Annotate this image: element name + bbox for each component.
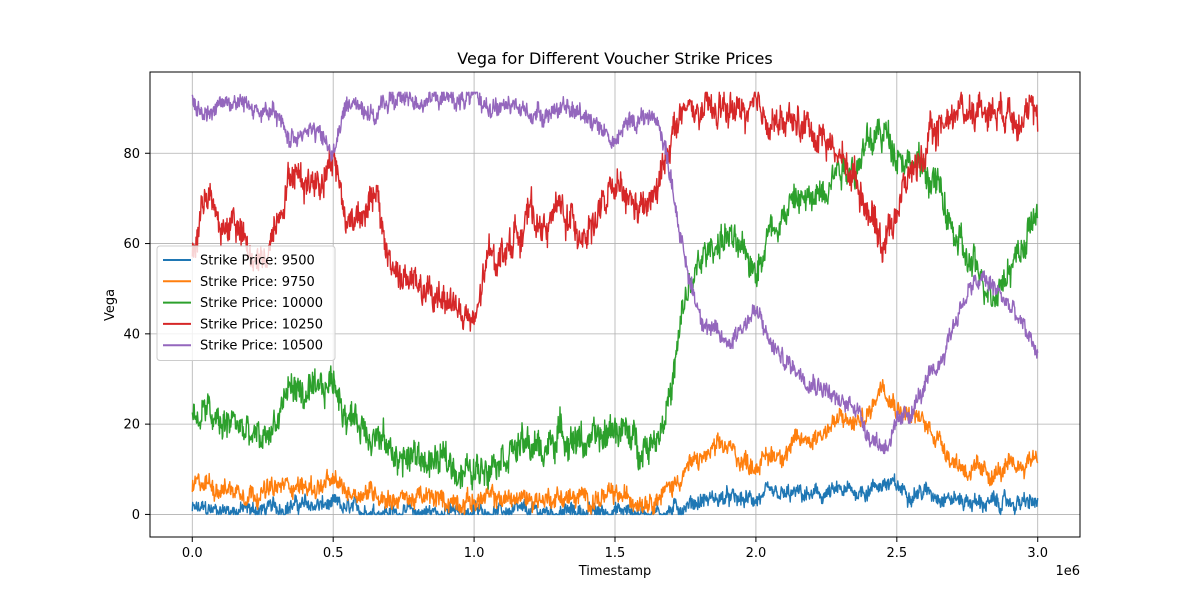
legend-entry-label: Strike Price: 9750: [200, 275, 315, 290]
y-tick-label: 80: [123, 147, 140, 162]
y-axis: 0 20 40 60 80: [123, 147, 150, 523]
y-tick-label: 0: [132, 508, 140, 523]
y-tick-label: 40: [123, 327, 140, 342]
legend: Strike Price: 9500 Strike Price: 9750 Stri…: [156, 245, 336, 361]
chart-title: Vega for Different Voucher Strike Prices: [457, 49, 772, 68]
series-line: [191, 118, 1039, 491]
x-tick-label: 2.0: [746, 546, 767, 561]
series-line: [191, 91, 1039, 455]
legend-box: [156, 245, 336, 361]
x-tick-label: 0.0: [182, 546, 203, 561]
legend-entry-label: Strike Price: 10500: [200, 339, 323, 354]
series-line: [191, 473, 1039, 516]
x-tick-label: 3.0: [1027, 546, 1048, 561]
y-tick-label: 60: [123, 237, 140, 252]
legend-entry-label: Strike Price: 10000: [200, 296, 323, 311]
series-layer: [191, 91, 1039, 516]
x-tick-label: 0.5: [323, 546, 344, 561]
legend-entry-label: Strike Price: 9500: [200, 254, 315, 269]
x-tick-label: 1.5: [605, 546, 626, 561]
x-axis-label: Timestamp: [578, 564, 652, 579]
y-axis-label: Vega: [103, 289, 118, 321]
x-axis: 0.0 0.5 1.0 1.5 2.0 2.5 3.0: [182, 537, 1048, 561]
x-tick-label: 1.0: [464, 546, 485, 561]
y-tick-label: 20: [123, 418, 140, 433]
x-offset-text: 1e6: [1055, 564, 1080, 579]
legend-entry-label: Strike Price: 10250: [200, 317, 323, 332]
x-tick-label: 2.5: [886, 546, 907, 561]
